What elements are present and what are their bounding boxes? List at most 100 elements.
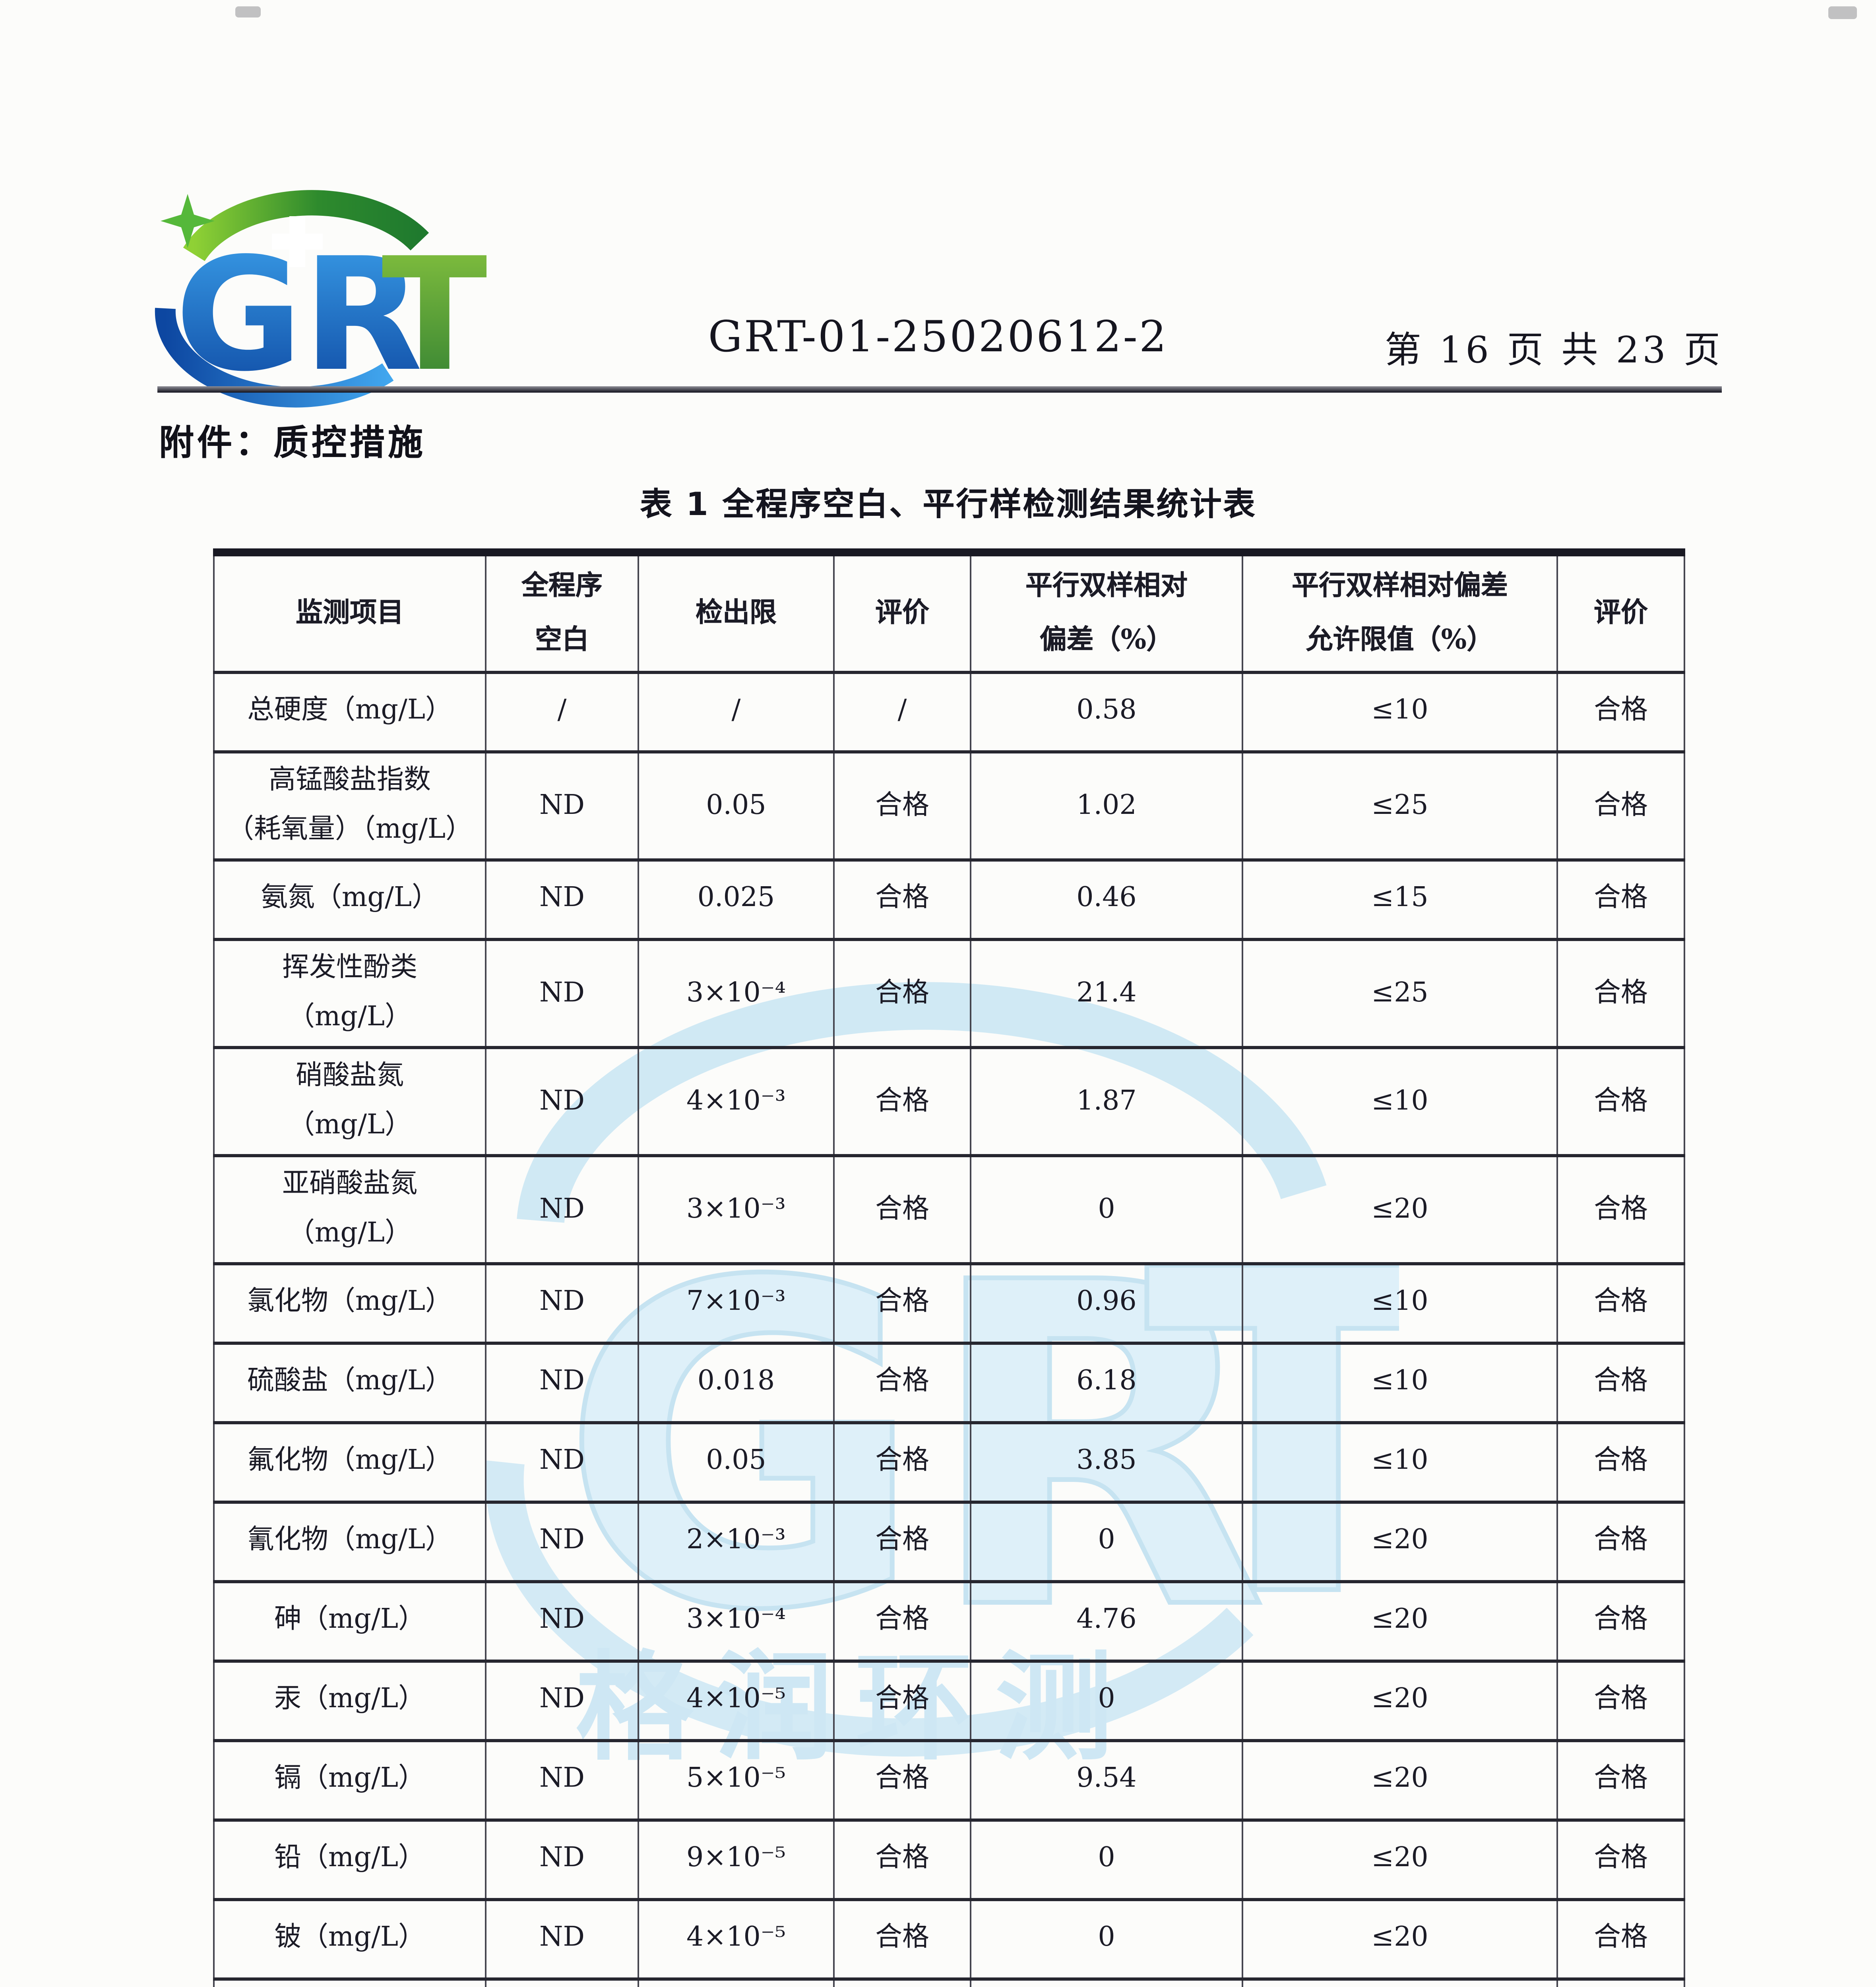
cell-blank: ND — [485, 1048, 639, 1157]
cell-limit: 5×10⁻⁵ — [638, 1741, 835, 1822]
cell-limit: 4×10⁻⁵ — [638, 1900, 835, 1981]
cell-eval1: 合格 — [833, 1048, 971, 1157]
table-row: 高锰酸盐指数 （耗氧量）（mg/L） ND 0.05 合格 1.02 ≤25 合… — [213, 752, 1685, 862]
cell-rsd: 0.96 — [970, 1264, 1243, 1345]
cell-eval2: 合格 — [1556, 672, 1685, 753]
header-cell-blank: 全程序 空白 — [485, 552, 639, 674]
cell-eval2: 合格 — [1556, 1582, 1685, 1663]
table-row: 铅（mg/L） ND 9×10⁻⁵ 合格 0 ≤20 合格 — [213, 1820, 1685, 1901]
logo-letter-t: T — [382, 225, 486, 406]
cell-eval1: 合格 — [833, 1661, 971, 1742]
table-row: 砷（mg/L） ND 3×10⁻⁴ 合格 4.76 ≤20 合格 — [213, 1582, 1685, 1663]
cell-blank: ND — [485, 1900, 639, 1981]
cell-limit: 3×10⁻³ — [638, 1156, 835, 1265]
cell-eval1: 合格 — [833, 1343, 971, 1424]
cell-item: 氟化物（mg/L） — [213, 1423, 486, 1504]
attachment-title: 附件：质控措施 — [159, 424, 426, 464]
header-cell-item: 监测项目 — [213, 552, 486, 674]
cell-rsd: 0.58 — [970, 672, 1243, 753]
header-cell-eval1: 评价 — [833, 552, 971, 674]
header-rule — [157, 386, 1722, 393]
table-row: 镉（mg/L） ND 5×10⁻⁵ 合格 9.54 ≤20 合格 — [213, 1741, 1685, 1822]
cell-allow: ≤20 — [1242, 1900, 1558, 1981]
cell-allow: ≤25 — [1242, 752, 1558, 862]
cell-item: 挥发性酚类 （mg/L） — [213, 939, 486, 1049]
cell-blank: ND — [485, 939, 639, 1049]
cell-eval1: 合格 — [833, 1741, 971, 1822]
cell-eval2: 合格 — [1556, 1820, 1685, 1901]
cell-allow: ≤30 — [1242, 1979, 1558, 1987]
cell-blank: ND — [485, 1582, 639, 1663]
cell-eval1: 合格 — [833, 1900, 971, 1981]
cell-item: 铍（mg/L） — [213, 1900, 486, 1981]
cell-allow: ≤15 — [1242, 860, 1558, 941]
header-cell-rsd: 平行双样相对 偏差（%） — [970, 552, 1243, 674]
table-row: 汞（mg/L） ND 4×10⁻⁵ 合格 0 ≤20 合格 — [213, 1661, 1685, 1742]
cell-limit: / — [638, 672, 835, 753]
cell-eval1: 合格 — [833, 1820, 971, 1901]
cell-rsd: 0 — [970, 1820, 1243, 1901]
cell-limit: 0.05 — [638, 752, 835, 862]
cell-item: 硫酸盐（mg/L） — [213, 1343, 486, 1424]
cell-limit: 0.018 — [638, 1343, 835, 1424]
cell-eval2: 合格 — [1556, 1741, 1685, 1822]
cell-eval1: 合格 — [833, 939, 971, 1049]
cell-rsd: 6.18 — [970, 1343, 1243, 1424]
cell-eval2: 合格 — [1556, 1343, 1685, 1424]
cell-rsd: 0 — [970, 1156, 1243, 1265]
logo-cross — [272, 216, 323, 267]
cell-allow: ≤20 — [1242, 1156, 1558, 1265]
qc-table-wrap: 监测项目 全程序 空白 检出限 评价 平行双样相对 偏差（%） 平行双样相对偏差… — [213, 548, 1685, 1987]
cell-blank: ND — [485, 860, 639, 941]
cell-allow: ≤10 — [1242, 1048, 1558, 1157]
table-row: 亚硝酸盐氮 （mg/L） ND 3×10⁻³ 合格 0 ≤20 合格 — [213, 1156, 1685, 1265]
table-title: 表 1 全程序空白、平行样检测结果统计表 — [640, 485, 1257, 523]
cell-eval2: 合格 — [1556, 1900, 1685, 1981]
table-row: 氟化物（mg/L） ND 0.05 合格 3.85 ≤10 合格 — [213, 1423, 1685, 1504]
cell-allow: ≤20 — [1242, 1502, 1558, 1583]
table-row: 硝酸盐氮 （mg/L） ND 4×10⁻³ 合格 1.87 ≤10 合格 — [213, 1048, 1685, 1157]
cell-allow: ≤10 — [1242, 1423, 1558, 1504]
cell-blank: ND — [485, 752, 639, 862]
cell-eval2: 合格 — [1556, 1423, 1685, 1504]
cell-item: 铅（mg/L） — [213, 1820, 486, 1901]
cell-limit: 4×10⁻⁵ — [638, 1661, 835, 1742]
cell-eval2: 合格 — [1556, 1979, 1685, 1987]
cell-rsd: 1.87 — [970, 1048, 1243, 1157]
table-row: 氰化物（mg/L） ND 2×10⁻³ 合格 0 ≤20 合格 — [213, 1502, 1685, 1583]
cell-blank: ND — [485, 1343, 639, 1424]
table-row: 氨氮（mg/L） ND 0.025 合格 0.46 ≤15 合格 — [213, 860, 1685, 941]
page-number: 第 16 页 共 23 页 — [1384, 331, 1723, 372]
cell-blank: ND — [485, 1661, 639, 1742]
cell-eval2: 合格 — [1556, 860, 1685, 941]
header-cell-limit: 检出限 — [638, 552, 835, 674]
cell-item: 镉（mg/L） — [213, 1741, 486, 1822]
cell-eval2: 合格 — [1556, 1264, 1685, 1345]
cell-limit: 3×10⁻⁴ — [638, 939, 835, 1049]
cell-item: 氰化物（mg/L） — [213, 1502, 486, 1583]
cell-item: 氨氮（mg/L） — [213, 860, 486, 941]
cell-rsd: 3.85 — [970, 1423, 1243, 1504]
cell-allow: ≤20 — [1242, 1741, 1558, 1822]
cell-limit: 2×10⁻³ — [638, 1502, 835, 1583]
table-row: 铁（mg/L） ND 0.03 合格 0 ≤30 合格 — [213, 1979, 1685, 1987]
cell-rsd: 4.76 — [970, 1582, 1243, 1663]
cell-eval2: 合格 — [1556, 1661, 1685, 1742]
cell-item: 铁（mg/L） — [213, 1979, 486, 1987]
cell-rsd: 0 — [970, 1502, 1243, 1583]
cell-eval2: 合格 — [1556, 1502, 1685, 1583]
cell-item: 总硬度（mg/L） — [213, 672, 486, 753]
cell-allow: ≤20 — [1242, 1661, 1558, 1742]
cell-allow: ≤10 — [1242, 1264, 1558, 1345]
cell-blank: ND — [485, 1979, 639, 1987]
table-header-row: 监测项目 全程序 空白 检出限 评价 平行双样相对 偏差（%） 平行双样相对偏差… — [213, 552, 1685, 674]
table-row: 硫酸盐（mg/L） ND 0.018 合格 6.18 ≤10 合格 — [213, 1343, 1685, 1424]
header-cell-allow: 平行双样相对偏差 允许限值（%） — [1242, 552, 1558, 674]
cell-allow: ≤10 — [1242, 672, 1558, 753]
cell-limit: 0.03 — [638, 1979, 835, 1987]
cell-blank: ND — [485, 1156, 639, 1265]
cell-eval1: / — [833, 672, 971, 753]
cell-eval1: 合格 — [833, 1156, 971, 1265]
cell-eval1: 合格 — [833, 1423, 971, 1504]
cell-eval1: 合格 — [833, 860, 971, 941]
